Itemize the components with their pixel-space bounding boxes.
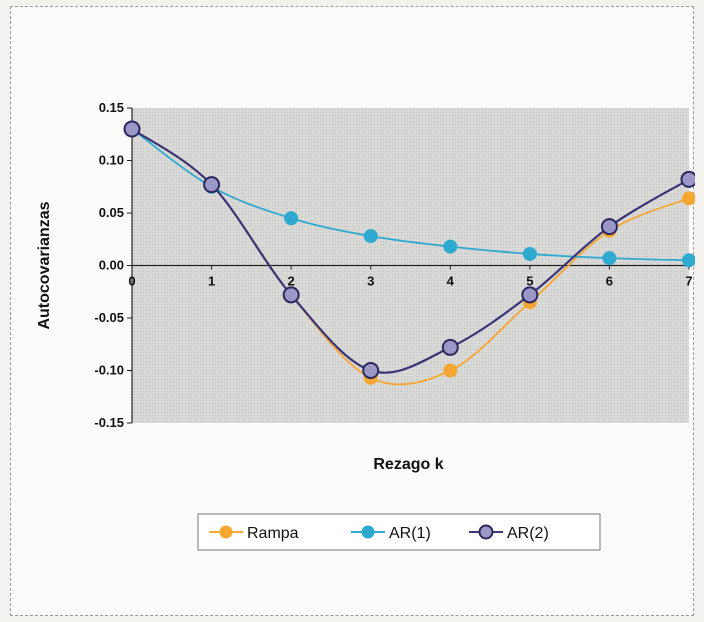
data-point [521, 286, 539, 304]
legend-marker [361, 525, 375, 539]
series-ar-2- [123, 120, 695, 379]
data-point [362, 362, 380, 379]
data-point [680, 170, 695, 188]
data-point [443, 239, 458, 254]
data-point [363, 229, 378, 244]
data-point [600, 218, 618, 236]
y-tick-label: 0.05 [99, 205, 124, 220]
data-point [203, 176, 221, 194]
legend-label: AR(2) [507, 525, 549, 542]
series-line [131, 128, 690, 374]
axes: 0.15 0.10 0.05 0.00 -0.05 -0.10 -0.15 0 1 2 3 4 5 6 7 [94, 100, 692, 430]
data-point [682, 253, 695, 268]
x-tick-label: 0 [128, 274, 135, 289]
y-tick-label: 0.00 [99, 258, 124, 273]
data-point [123, 120, 141, 138]
x-tick-label: 2 [288, 274, 295, 289]
legend-box [197, 513, 601, 551]
x-axis-title: Rezago k [373, 456, 443, 473]
x-tick-label: 3 [367, 274, 374, 289]
legend-item: AR(1) [351, 525, 431, 542]
y-tick-label: -0.10 [94, 363, 124, 378]
y-tick-label: 0.15 [99, 100, 124, 115]
chart-frame: 0.15 0.10 0.05 0.00 -0.05 -0.10 -0.15 0 1 2 3 4 5 6 7 … [10, 6, 695, 616]
y-tick-label: -0.15 [94, 415, 124, 430]
line-chart: 0.150.100.050.00-0.05-0.10-0.150 1 2 3 4 5 6 7 … [36, 100, 695, 551]
y-axis-title: Autocovarianzas [36, 201, 53, 329]
legend-label: AR(1) [389, 525, 431, 542]
x-tick-label: 1 [208, 274, 215, 289]
data-point [443, 363, 458, 378]
data-point [602, 251, 617, 266]
x-tick-label: 7 [685, 274, 692, 289]
x-tick-label: 6 [606, 274, 613, 289]
legend-item: AR(2) [469, 524, 549, 542]
y-tick-label: -0.05 [94, 310, 124, 325]
legend-marker [478, 524, 494, 540]
data-point [284, 211, 299, 226]
data-point [282, 286, 300, 304]
legend-marker [219, 525, 233, 539]
y-tick-label: 0.10 [99, 153, 124, 168]
x-tick-label: 5 [526, 274, 533, 289]
legend-item: Rampa [209, 525, 299, 542]
legend: Rampa AR(1) AR(2) [197, 513, 601, 551]
legend-label: Rampa [247, 525, 299, 542]
data-point [682, 191, 695, 206]
series-layer [123, 120, 695, 386]
data-point [441, 338, 459, 356]
data-point [522, 246, 537, 261]
x-tick-label: 4 [447, 274, 455, 289]
